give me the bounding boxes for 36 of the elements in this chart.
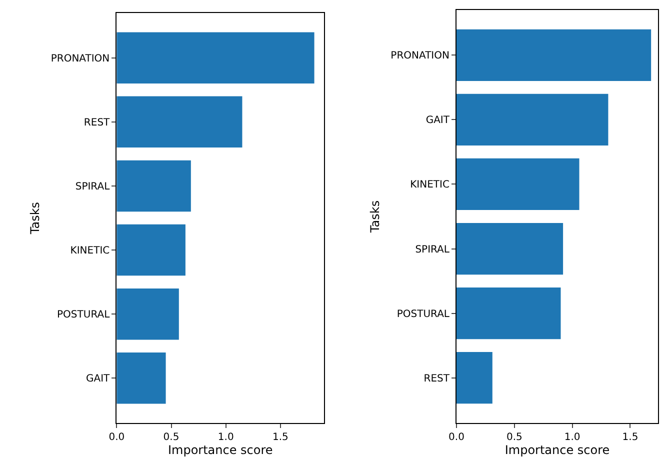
bar	[456, 158, 580, 210]
y-tick-label: POSTURAL	[396, 308, 450, 320]
y-tick-label: KINETIC	[410, 180, 450, 191]
bar	[456, 29, 652, 81]
bar	[456, 94, 608, 146]
bar	[116, 288, 179, 340]
x-tick-label: 0.0	[448, 432, 464, 443]
y-tick-label: REST	[424, 373, 450, 384]
y-tick-label: PRONATION	[50, 53, 110, 64]
bar	[116, 160, 191, 212]
y-tick-label: REST	[84, 117, 111, 128]
bar	[456, 352, 492, 404]
bar	[116, 32, 314, 84]
bar	[116, 352, 166, 404]
y-tick-label: KINETIC	[70, 246, 110, 257]
x-tick-label: 1.5	[272, 432, 288, 443]
x-axis-title: Importance score	[504, 443, 610, 457]
x-axis-title: Importance score	[168, 443, 273, 457]
y-tick-label: SPIRAL	[415, 244, 450, 256]
x-tick-label: 1.0	[564, 432, 580, 443]
y-tick-label: POSTURAL	[57, 310, 110, 321]
bar	[456, 222, 564, 275]
x-tick-label: 1.5	[622, 432, 638, 443]
x-tick-label: 0.0	[108, 432, 125, 443]
y-tick-label: GAIT	[86, 374, 111, 385]
y-tick-label: SPIRAL	[75, 181, 110, 192]
x-tick-label: 1.0	[218, 432, 234, 443]
bar	[116, 224, 186, 276]
x-tick-label: 0.5	[163, 432, 180, 443]
y-axis-title: Tasks	[28, 202, 42, 236]
y-axis-title: Tasks	[368, 200, 382, 234]
y-tick-label: PRONATION	[390, 50, 450, 62]
x-tick-label: 0.5	[506, 432, 522, 443]
bar	[456, 287, 561, 340]
y-tick-label: GAIT	[426, 115, 450, 126]
bar	[116, 96, 242, 148]
